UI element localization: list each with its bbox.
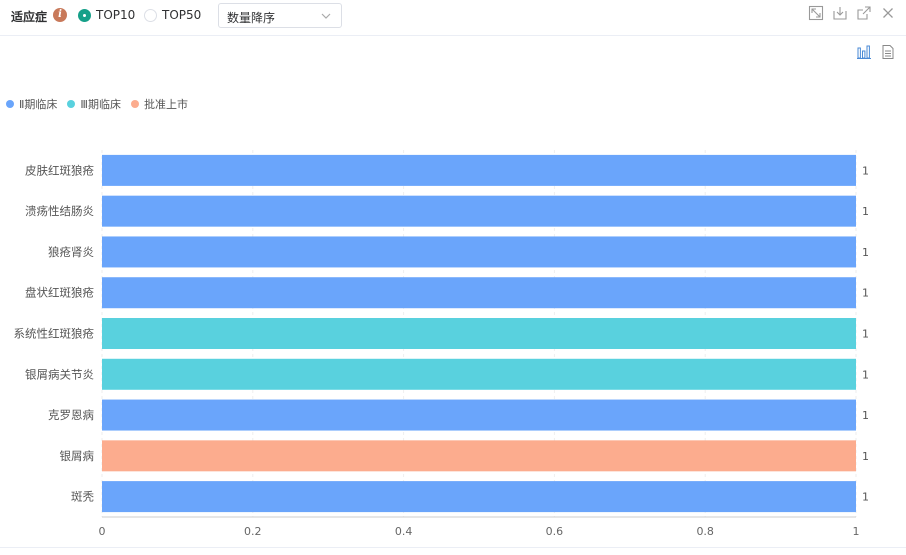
- bar-value-label: 1: [862, 491, 869, 504]
- bar: [102, 236, 856, 268]
- chevron-down-icon: [321, 13, 331, 19]
- radio-top50-label: TOP50: [162, 8, 202, 22]
- bar: [102, 154, 856, 186]
- y-category-label: 狼疮肾炎: [48, 245, 94, 259]
- legend-item[interactable]: Ⅱ期临床: [6, 96, 57, 112]
- legend-item[interactable]: Ⅲ期临床: [67, 96, 121, 112]
- y-category-label: 盘状红斑狼疮: [25, 286, 94, 300]
- sort-select[interactable]: 数量降序: [218, 3, 342, 28]
- y-category-label: 斑秃: [71, 490, 94, 504]
- legend-label: Ⅱ期临床: [19, 98, 58, 111]
- x-tick-label: 0: [99, 525, 106, 538]
- y-category-label: 溃疡性结肠炎: [25, 204, 94, 218]
- x-tick-label: 0.6: [546, 525, 564, 538]
- divider: [0, 547, 906, 548]
- info-icon[interactable]: i: [53, 8, 67, 22]
- open-external-icon[interactable]: [856, 5, 872, 21]
- y-category-label: 系统性红斑狼疮: [14, 327, 95, 341]
- expand-icon[interactable]: [808, 5, 824, 21]
- bar: [102, 277, 856, 309]
- legend-label: 批准上市: [144, 98, 189, 111]
- y-category-label: 银屑病关节炎: [25, 367, 94, 381]
- radio-dot-selected-icon: [78, 8, 91, 22]
- bar: [102, 195, 856, 227]
- bar-chart-icon[interactable]: [856, 44, 872, 60]
- x-tick-label: 0.4: [395, 525, 413, 538]
- radio-top10-label: TOP10: [96, 8, 136, 22]
- bar: [102, 399, 856, 431]
- bar-value-label: 1: [862, 450, 869, 463]
- radio-top10[interactable]: TOP10: [78, 8, 135, 22]
- close-icon[interactable]: [880, 5, 896, 21]
- bar-value-label: 1: [862, 409, 869, 422]
- bar-value-label: 1: [862, 368, 869, 381]
- legend-label: Ⅲ期临床: [80, 98, 122, 111]
- bar-value-label: 1: [862, 246, 869, 259]
- sort-select-value: 数量降序: [227, 11, 276, 25]
- y-category-label: 皮肤红斑狼疮: [25, 163, 94, 177]
- legend-item[interactable]: 批准上市: [131, 96, 188, 112]
- bar: [102, 481, 856, 513]
- section-title: 适应症: [11, 10, 48, 24]
- legend-swatch: [6, 100, 14, 108]
- download-icon[interactable]: [832, 5, 848, 21]
- radio-top50[interactable]: TOP50: [144, 8, 201, 22]
- x-tick-label: 1: [853, 525, 860, 538]
- bar-value-label: 1: [862, 328, 869, 341]
- legend-swatch: [131, 100, 140, 108]
- x-tick-label: 0.8: [696, 525, 714, 538]
- chart-toolbar: 适应症 i TOP10 TOP50 数量降序: [0, 0, 906, 36]
- bar: [102, 358, 856, 390]
- bar: [102, 440, 856, 472]
- bar-value-label: 1: [862, 164, 869, 177]
- y-category-label: 克罗恩病: [48, 408, 94, 422]
- bar-value-label: 1: [862, 287, 869, 300]
- bar: [102, 318, 856, 349]
- x-tick-label: 0.2: [244, 525, 262, 538]
- document-icon[interactable]: [880, 44, 896, 60]
- chart-legend: Ⅱ期临床 Ⅲ期临床 批准上市: [6, 96, 188, 112]
- bar-value-label: 1: [862, 205, 869, 218]
- y-category-label: 银屑病: [60, 449, 95, 463]
- radio-dot-icon: [144, 8, 157, 22]
- legend-swatch: [67, 100, 76, 108]
